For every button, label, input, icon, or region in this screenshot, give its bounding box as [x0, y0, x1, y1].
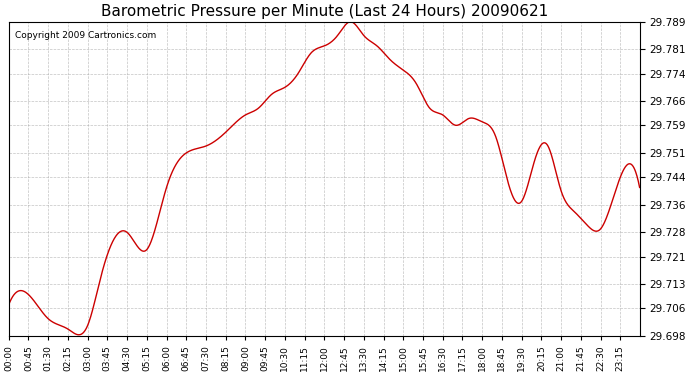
Text: Copyright 2009 Cartronics.com: Copyright 2009 Cartronics.com	[15, 31, 156, 40]
Title: Barometric Pressure per Minute (Last 24 Hours) 20090621: Barometric Pressure per Minute (Last 24 …	[101, 4, 548, 19]
